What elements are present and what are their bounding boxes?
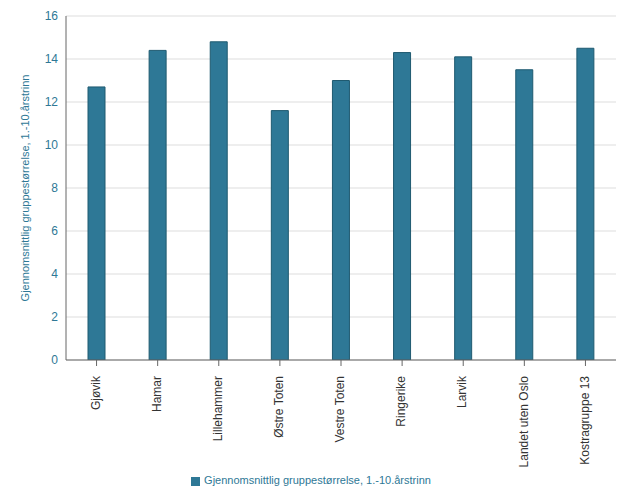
- svg-text:Landet uten Oslo: Landet uten Oslo: [517, 376, 531, 468]
- svg-text:8: 8: [51, 181, 58, 195]
- svg-text:10: 10: [45, 138, 59, 152]
- svg-text:Kostragruppe 13: Kostragruppe 13: [578, 376, 592, 465]
- svg-text:6: 6: [51, 224, 58, 238]
- svg-text:Vestre Toten: Vestre Toten: [333, 376, 347, 443]
- svg-text:2: 2: [51, 310, 58, 324]
- svg-text:0: 0: [51, 353, 58, 367]
- svg-text:12: 12: [45, 95, 59, 109]
- svg-text:Ringerike: Ringerike: [394, 376, 408, 427]
- svg-text:Gjøvik: Gjøvik: [89, 375, 103, 410]
- html-text:Gjennomsnittlig gruppestørrels: Gjennomsnittlig gruppestørrelse, 1.-10.å…: [204, 474, 431, 486]
- svg-text:Østre Toten: Østre Toten: [272, 376, 286, 438]
- svg-text:16: 16: [45, 9, 59, 23]
- svg-text:Gjennomsnittlig gruppestørrels: Gjennomsnittlig gruppestørrelse, 1.-10.å…: [19, 75, 31, 302]
- svg-text:Hamar: Hamar: [150, 376, 164, 412]
- svg-text:Larvik: Larvik: [455, 375, 469, 408]
- svg-text:4: 4: [51, 267, 58, 281]
- svg-text:14: 14: [45, 52, 59, 66]
- svg-text:Lillehammer: Lillehammer: [211, 376, 225, 441]
